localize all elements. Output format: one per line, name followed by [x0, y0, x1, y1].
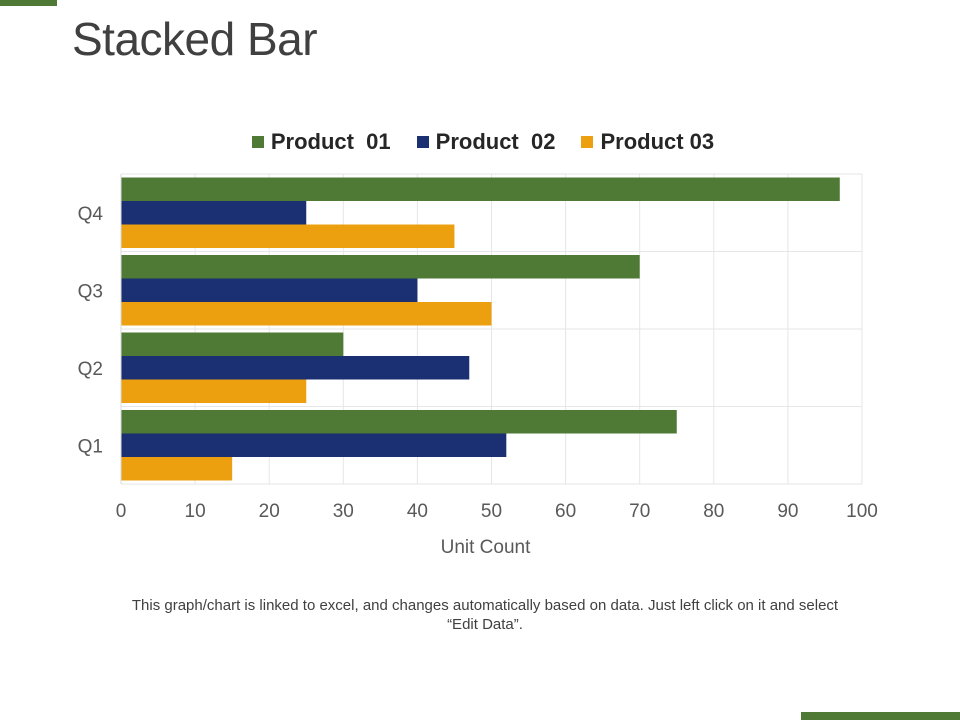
- bar-q1-series-3: [121, 457, 233, 481]
- x-tick-label: 60: [555, 501, 576, 522]
- bar-q4-series-1: [121, 177, 840, 201]
- legend-swatch-product-01: [251, 136, 264, 148]
- x-tick-label: 100: [846, 501, 878, 522]
- legend-item-product-02: Product 02: [416, 129, 556, 155]
- bar-q3-series-2: [121, 278, 418, 302]
- legend-label-product-01: Product 01: [270, 129, 391, 154]
- x-tick-label: 80: [703, 501, 724, 522]
- x-tick-label: 90: [777, 501, 798, 522]
- x-tick-label: 50: [481, 501, 502, 522]
- top-accent-bar: [0, 0, 57, 6]
- x-axis-title: Unit Count: [441, 537, 531, 558]
- legend-label-product-03: Product 03: [600, 129, 715, 154]
- legend-swatch-product-02: [416, 136, 429, 148]
- bar-q1-series-2: [121, 433, 507, 457]
- bar-q2-series-1: [121, 332, 344, 356]
- bar-q2-series-3: [121, 379, 307, 403]
- legend-item-product-03: Product 03: [581, 129, 714, 155]
- bar-q3-series-1: [121, 255, 640, 279]
- x-tick-label: 0: [116, 501, 127, 522]
- chart-legend: Product 01 Product 02 Product 03: [0, 126, 960, 158]
- y-tick-label-q2: Q2: [78, 359, 103, 380]
- footnote: This graph/chart is linked to excel, and…: [131, 597, 839, 633]
- x-tick-label: 70: [629, 501, 650, 522]
- slide-title: Stacked Bar: [72, 13, 318, 65]
- y-tick-label-q4: Q4: [78, 204, 104, 225]
- y-tick-label-q3: Q3: [78, 281, 103, 302]
- bar-q2-series-2: [121, 356, 470, 380]
- y-tick-label-q1: Q1: [78, 436, 103, 457]
- x-tick-label: 40: [407, 501, 428, 522]
- bar-q4-series-2: [121, 201, 307, 225]
- legend-label-product-02: Product 02: [435, 129, 556, 154]
- legend-item-product-01: Product 01: [251, 129, 391, 155]
- bar-q1-series-1: [121, 410, 677, 434]
- bar-q4-series-3: [121, 224, 455, 248]
- bars: [121, 177, 840, 481]
- axes: 0 10 20 30 40 50 60 70 80 90 100 Q1 Q2 Q3 Q4: [78, 174, 878, 522]
- x-tick-label: 10: [185, 501, 206, 522]
- legend-swatch-product-03: [581, 136, 594, 148]
- x-tick-label: 30: [333, 501, 354, 522]
- bottom-accent-bar: [801, 712, 960, 720]
- bar-q3-series-3: [121, 302, 492, 326]
- x-tick-label: 20: [259, 501, 280, 522]
